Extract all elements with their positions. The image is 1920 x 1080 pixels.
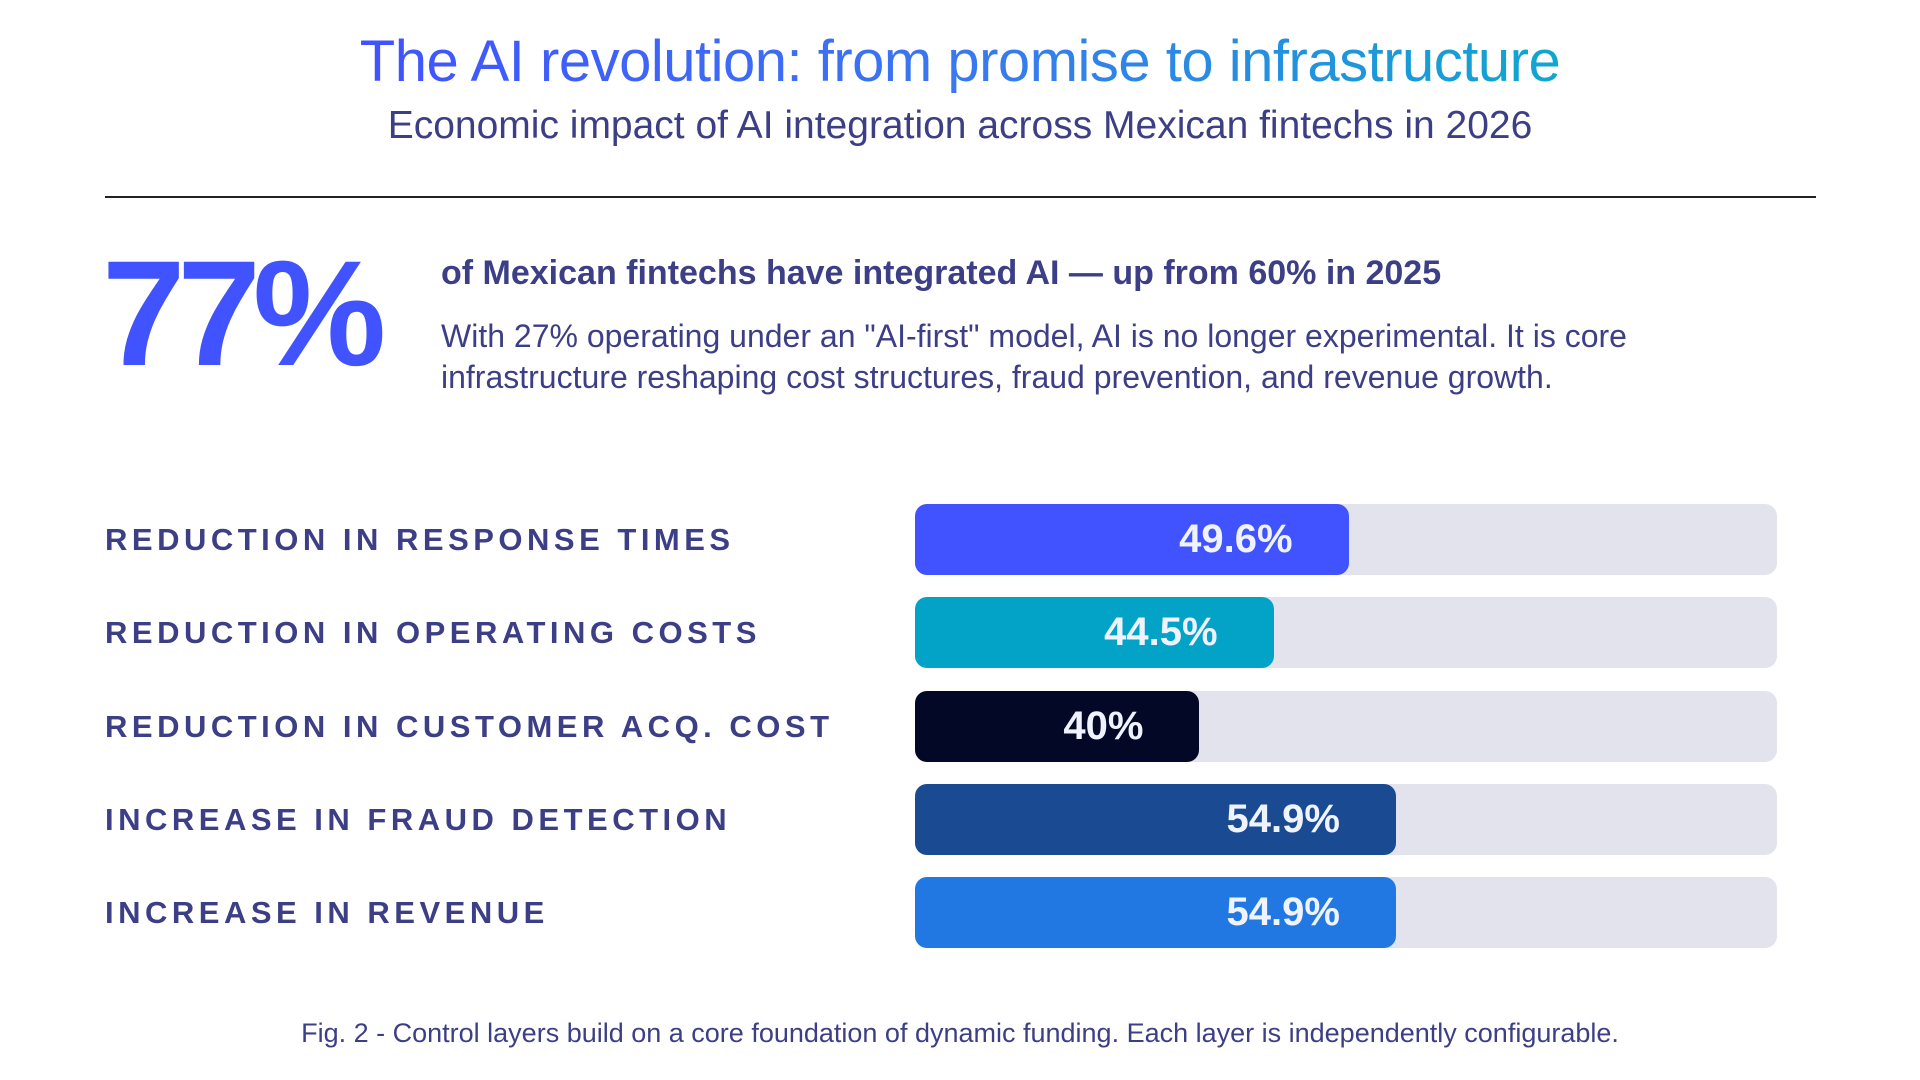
- bar: 54.9%: [915, 783, 1396, 855]
- bar-row: REDUCTION IN CUSTOMER ACQ. COST 40%: [105, 690, 1777, 762]
- page-subtitle: Economic impact of AI integration across…: [387, 104, 1533, 147]
- bar-label: REDUCTION IN RESPONSE TIMES: [105, 522, 735, 557]
- bar: 49.6%: [915, 504, 1349, 575]
- divider: [105, 196, 1816, 198]
- bar-track: 40%: [915, 690, 1777, 762]
- highlight-headline: of Mexican fintechs have integrated AI —…: [441, 254, 1442, 292]
- bar-value-label: 54.9%: [1226, 890, 1340, 935]
- figure-caption: Fig. 2 - Control layers build on a core …: [301, 1018, 1619, 1048]
- bar: 40%: [915, 690, 1200, 762]
- bar-track: 54.9%: [915, 783, 1777, 855]
- bar: 44.5%: [915, 597, 1274, 669]
- bar: 54.9%: [915, 877, 1396, 949]
- bar-row: INCREASE IN REVENUE 54.9%: [105, 877, 1777, 949]
- bar-track: 44.5%: [915, 597, 1777, 669]
- bar-label: INCREASE IN REVENUE: [105, 895, 549, 931]
- bar-track: 54.9%: [915, 877, 1777, 949]
- highlight-stat: 77%: [102, 229, 386, 397]
- bar-value-label: 40%: [1063, 703, 1144, 748]
- bar-value-label: 49.6%: [1179, 517, 1293, 561]
- highlight-body: With 27% operating under an "AI-first" m…: [441, 318, 1627, 395]
- bar-row: REDUCTION IN OPERATING COSTS 44.5%: [105, 597, 1777, 669]
- bar-label: REDUCTION IN OPERATING COSTS: [105, 615, 761, 651]
- bar-value-label: 44.5%: [1104, 610, 1218, 655]
- bar-value-label: 54.9%: [1226, 796, 1340, 841]
- bar-track: 49.6%: [915, 504, 1777, 575]
- bar-row: REDUCTION IN RESPONSE TIMES 49.6%: [105, 504, 1777, 575]
- bar-row: INCREASE IN FRAUD DETECTION 54.9%: [105, 783, 1777, 855]
- bar-label: REDUCTION IN CUSTOMER ACQ. COST: [105, 708, 834, 744]
- page-title: The AI revolution: from promise to infra…: [359, 29, 1561, 94]
- bar-label: INCREASE IN FRAUD DETECTION: [105, 801, 732, 837]
